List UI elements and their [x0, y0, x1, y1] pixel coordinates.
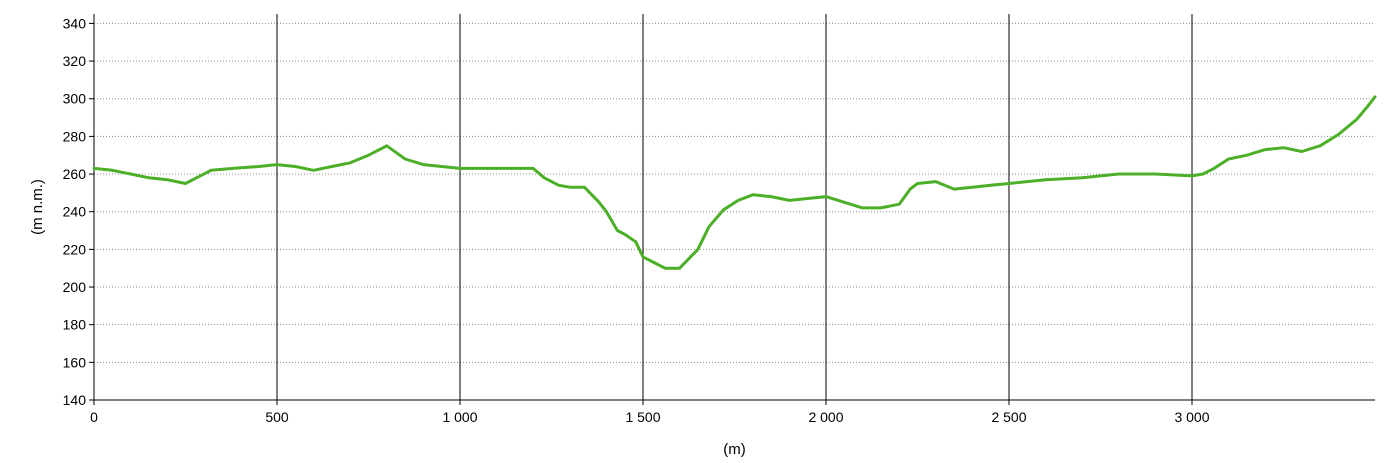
x-tick-label: 500: [265, 409, 289, 425]
y-tick-label: 160: [63, 354, 87, 370]
elevation-series-line: [92, 95, 1377, 270]
y-tick-label: 200: [63, 279, 87, 295]
x-tick-label: 1 500: [625, 409, 660, 425]
x-tick-label: 2 000: [808, 409, 843, 425]
y-tick-label: 180: [63, 317, 87, 333]
x-axis-title: (m): [723, 441, 746, 458]
x-tick-label: 1 000: [442, 409, 477, 425]
x-tick-label: 0: [90, 409, 98, 425]
x-tick-label: 2 500: [991, 409, 1026, 425]
horizontal-gridlines: [94, 22, 1375, 401]
axes: [89, 14, 1375, 405]
y-tick-label: 300: [63, 91, 87, 107]
y-tick-label: 220: [63, 241, 87, 257]
vertical-gridlines: [276, 14, 1193, 400]
y-tick-label: 140: [63, 392, 87, 408]
y-axis-title: (m n.m.): [29, 179, 46, 235]
y-tick-label: 280: [63, 128, 87, 144]
x-tick-label: 3 000: [1174, 409, 1209, 425]
series-group: [92, 95, 1377, 270]
y-tick-label: 240: [63, 204, 87, 220]
y-tick-label: 320: [63, 53, 87, 69]
y-tick-labels: 140 160 180 200 220 240 260 280 300 320 340: [63, 15, 87, 408]
x-tick-labels: 0 500 1 000 1 500 2 000 2 500 3 000: [90, 409, 1210, 425]
y-tick-label: 340: [63, 15, 87, 31]
y-tick-label: 260: [63, 166, 87, 182]
